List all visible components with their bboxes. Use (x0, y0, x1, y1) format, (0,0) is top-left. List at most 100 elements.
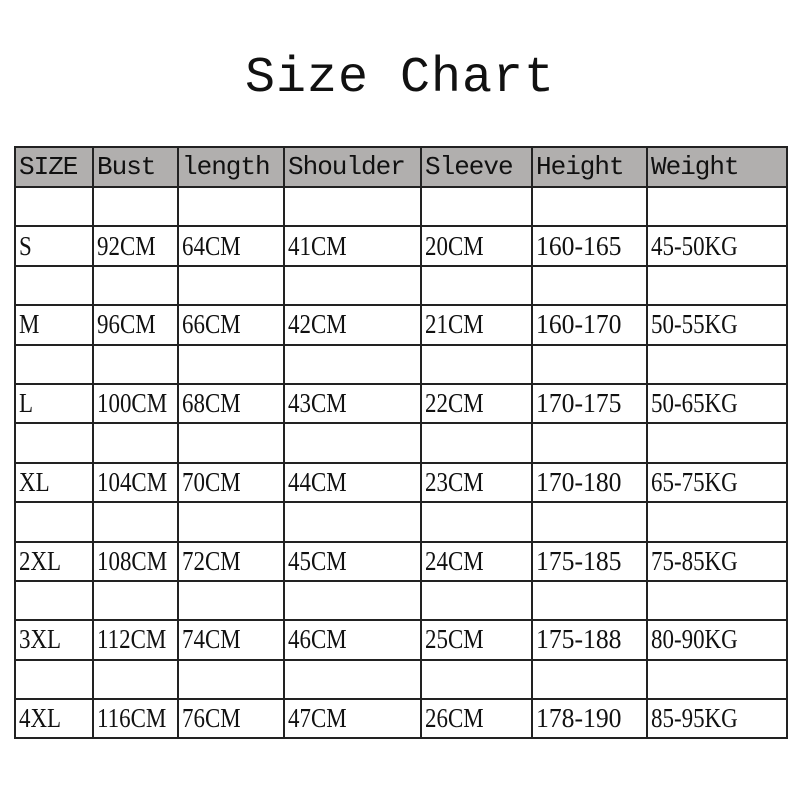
empty-cell (420, 264, 533, 307)
cell-shoulder: 41CM (283, 225, 422, 267)
empty-cell (420, 422, 533, 464)
cell-value: L (19, 388, 34, 419)
cell-value: 170-180 (536, 466, 622, 497)
header-row: SIZE Bust length Shoulder Sleeve Height … (14, 146, 788, 188)
empty-cell (646, 343, 788, 385)
spacer-row (14, 501, 788, 543)
cell-sleeve: 21CM (420, 304, 533, 346)
empty-cell (646, 658, 788, 701)
empty-cell (646, 579, 788, 622)
cell-size: 3XL (14, 619, 94, 661)
size-chart-table: SIZE Bust length Shoulder Sleeve Height … (14, 146, 788, 740)
empty-cell (283, 501, 422, 543)
cell-value: 45-50KG (651, 230, 738, 261)
cell-bust: 116CM (92, 698, 179, 740)
cell-value: 43CM (288, 388, 347, 419)
cell-size: S (14, 225, 94, 267)
cell-size: M (14, 304, 94, 346)
cell-bust: 100CM (92, 382, 179, 425)
spacer-row (14, 343, 788, 385)
cell-length: 68CM (177, 382, 285, 425)
cell-value: 116CM (97, 703, 167, 734)
empty-cell (283, 422, 422, 464)
cell-value: 42CM (288, 309, 347, 340)
cell-value: 76CM (182, 703, 241, 734)
cell-length: 66CM (177, 304, 285, 346)
cell-shoulder: 42CM (283, 304, 422, 346)
empty-cell (92, 264, 179, 307)
cell-length: 74CM (177, 619, 285, 661)
spacer-row (14, 422, 788, 464)
cell-size: XL (14, 461, 94, 504)
cell-value: 92CM (97, 230, 156, 261)
cell-height: 175-188 (531, 619, 648, 661)
empty-cell (92, 658, 179, 701)
empty-cell (92, 501, 179, 543)
empty-cell (177, 422, 285, 464)
cell-value: 170-175 (536, 388, 622, 419)
cell-value: 104CM (97, 466, 168, 497)
spacer-row (14, 264, 788, 307)
cell-length: 76CM (177, 698, 285, 740)
empty-cell (92, 579, 179, 622)
cell-value: 25CM (425, 624, 484, 655)
cell-sleeve: 24CM (420, 540, 533, 582)
cell-height: 175-185 (531, 540, 648, 582)
table-row: 4XL 116CM 76CM 47CM 26CM 178-190 85-95KG (14, 698, 788, 740)
cell-bust: 112CM (92, 619, 179, 661)
cell-sleeve: 20CM (420, 225, 533, 267)
cell-value: 160-165 (536, 230, 622, 261)
cell-value: 96CM (97, 309, 156, 340)
empty-cell (531, 422, 648, 464)
cell-value: 64CM (182, 230, 241, 261)
empty-cell (177, 579, 285, 622)
empty-cell (283, 264, 422, 307)
empty-cell (531, 343, 648, 385)
page-title: Size Chart (244, 50, 556, 107)
header-size: SIZE (14, 146, 94, 188)
empty-cell (177, 185, 285, 228)
cell-value: M (19, 309, 40, 340)
cell-value: 108CM (97, 545, 168, 576)
empty-cell (14, 658, 94, 701)
cell-value: 26CM (425, 703, 484, 734)
cell-value: 68CM (182, 388, 241, 419)
empty-cell (531, 579, 648, 622)
cell-value: S (19, 230, 32, 261)
header-weight: Weight (646, 146, 788, 188)
empty-cell (420, 185, 533, 228)
empty-cell (646, 185, 788, 228)
cell-size: 2XL (14, 540, 94, 582)
empty-cell (92, 343, 179, 385)
cell-size: 4XL (14, 698, 94, 740)
empty-cell (14, 343, 94, 385)
empty-cell (283, 343, 422, 385)
cell-value: 178-190 (536, 703, 622, 734)
empty-cell (420, 658, 533, 701)
cell-shoulder: 45CM (283, 540, 422, 582)
cell-bust: 92CM (92, 225, 179, 267)
empty-cell (420, 343, 533, 385)
empty-cell (283, 579, 422, 622)
cell-sleeve: 25CM (420, 619, 533, 661)
cell-bust: 104CM (92, 461, 179, 504)
empty-cell (283, 185, 422, 228)
cell-height: 170-175 (531, 382, 648, 425)
cell-value: 72CM (182, 545, 241, 576)
empty-cell (92, 185, 179, 228)
cell-value: 112CM (97, 624, 167, 655)
cell-weight: 50-55KG (646, 304, 788, 346)
cell-shoulder: 44CM (283, 461, 422, 504)
cell-length: 70CM (177, 461, 285, 504)
cell-value: 65-75KG (651, 466, 738, 497)
cell-sleeve: 26CM (420, 698, 533, 740)
cell-value: 2XL (19, 545, 62, 576)
cell-value: 20CM (425, 230, 484, 261)
cell-value: 50-55KG (651, 309, 738, 340)
empty-cell (14, 185, 94, 228)
cell-weight: 80-90KG (646, 619, 788, 661)
cell-value: 23CM (425, 466, 484, 497)
cell-value: 45CM (288, 545, 347, 576)
cell-height: 170-180 (531, 461, 648, 504)
empty-cell (531, 501, 648, 543)
